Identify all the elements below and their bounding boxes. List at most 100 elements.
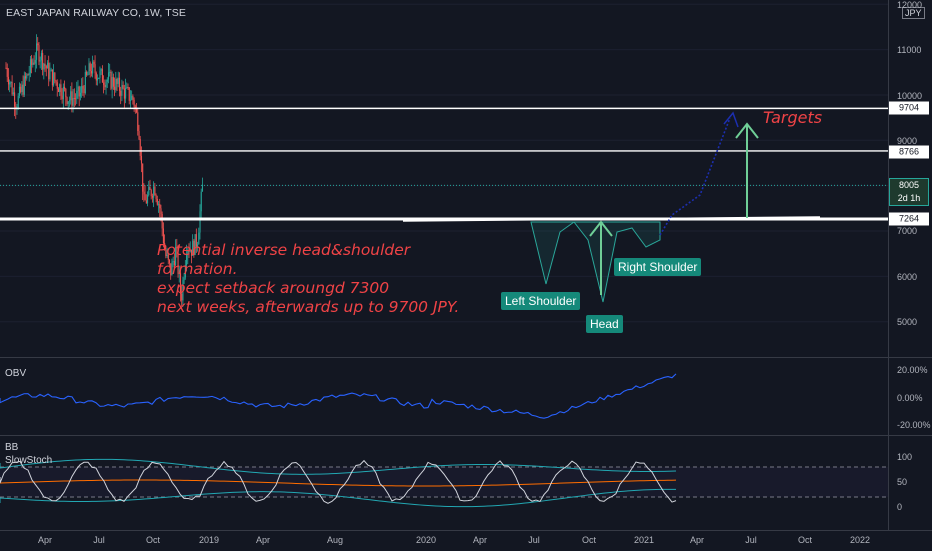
candle-body	[100, 69, 102, 72]
candle-body	[190, 249, 193, 256]
candle-body	[160, 208, 162, 214]
candle-body	[66, 97, 68, 104]
candle-body	[120, 90, 122, 96]
stoch-pane-label[interactable]: SlowStoch	[5, 455, 53, 466]
stoch-tick: 0	[897, 502, 903, 512]
symbol-title[interactable]: EAST JAPAN RAILWAY CO, 1W, TSE	[6, 7, 186, 19]
candle-body	[107, 72, 110, 80]
time-tick: Aug	[326, 535, 344, 545]
candle-body	[162, 228, 164, 244]
time-tick: Oct	[145, 535, 161, 545]
candle-body	[75, 98, 77, 100]
candle-body	[17, 95, 19, 109]
stoch-k-line	[0, 459, 677, 504]
candle-body	[106, 79, 108, 82]
candle-body	[87, 74, 89, 76]
candle-body	[92, 61, 94, 74]
candle-body	[28, 72, 30, 76]
candle-body	[166, 254, 168, 257]
candle-body	[89, 63, 91, 72]
candle-body	[165, 249, 167, 257]
candle-body	[126, 86, 128, 88]
candle-body	[142, 163, 144, 192]
price-scale[interactable]	[888, 0, 932, 530]
candle-body	[82, 85, 84, 89]
targets-label[interactable]: Targets	[763, 108, 823, 127]
candle-body	[27, 74, 29, 76]
analysis-note[interactable]: Potential inverse head&shoulder formatio…	[157, 241, 459, 317]
candle-body	[127, 86, 129, 88]
candle-body	[48, 62, 50, 80]
last-price-tag: 8005 2d 1h	[889, 178, 929, 206]
candle-body	[83, 88, 85, 94]
price-tick: 7000	[897, 226, 918, 236]
note-line: Potential inverse head&shoulder	[157, 241, 411, 259]
obv-pane-label[interactable]: OBV	[5, 368, 27, 379]
candle-body	[62, 86, 64, 100]
candle-body	[72, 98, 74, 106]
candle-body	[148, 186, 150, 196]
pane-separator-obv[interactable]	[0, 357, 932, 358]
candle-body	[20, 86, 22, 93]
candle-body	[179, 272, 182, 294]
candle-body	[43, 63, 45, 70]
target-measure-arrowhead	[735, 122, 759, 139]
candle-body	[192, 240, 194, 256]
candle-body	[136, 107, 138, 113]
candle-body	[156, 198, 158, 205]
candle-body	[159, 204, 161, 209]
candle-body	[158, 204, 160, 206]
stoch-band-fill	[0, 467, 888, 497]
obv-tick: 20.00%	[897, 365, 928, 375]
currency-badge[interactable]: JPY	[902, 7, 925, 19]
left-shoulder-label[interactable]: Left Shoulder	[501, 292, 581, 310]
candle-body	[110, 71, 112, 89]
time-axis[interactable]	[0, 530, 932, 551]
bb-lower-line	[0, 488, 677, 508]
candle-body	[186, 254, 188, 266]
candle-body	[5, 67, 7, 69]
note-line: formation.	[157, 260, 238, 278]
candle-body	[147, 195, 149, 204]
candle-body	[32, 62, 34, 65]
pattern-outline	[530, 221, 661, 303]
candle-body	[39, 60, 41, 62]
candle-body	[40, 53, 42, 61]
candle-body	[184, 265, 186, 278]
candle-body	[129, 99, 132, 101]
time-tick: Jul	[745, 535, 757, 545]
candle-body	[98, 77, 100, 79]
candle-body	[175, 246, 177, 266]
candle-body	[134, 106, 136, 108]
price-tick: 6000	[897, 272, 918, 282]
time-tick: 2021	[633, 535, 655, 545]
candle-body	[31, 59, 33, 65]
candle-body	[79, 92, 82, 97]
right-shoulder-label[interactable]: Right Shoulder	[614, 258, 702, 276]
candle-body	[125, 87, 127, 99]
candle-body	[10, 81, 12, 83]
candle-body	[70, 91, 72, 101]
obv-tick: 0.00%	[897, 393, 923, 403]
candle-body	[59, 84, 61, 93]
candle-body	[145, 200, 147, 204]
candle-body	[51, 69, 53, 86]
candle-body	[97, 78, 99, 81]
note-line: next weeks, afterwards up to 9700 JPY.	[157, 298, 460, 316]
candle-body	[133, 99, 135, 107]
bb-pane-label[interactable]: BB	[5, 442, 19, 453]
candle-body	[26, 74, 28, 79]
candle-body	[117, 77, 119, 84]
pane-separator-stoch[interactable]	[0, 435, 932, 436]
candle-body	[55, 80, 57, 83]
candle-body	[132, 95, 134, 100]
candle-body	[194, 234, 196, 255]
candle-body	[94, 64, 96, 74]
candle-body	[67, 101, 69, 104]
time-tick: Apr	[689, 535, 705, 545]
candle-body	[46, 62, 49, 69]
candle-body	[61, 95, 63, 100]
obv-tick: -20.00%	[897, 420, 931, 430]
head-label[interactable]: Head	[586, 315, 623, 333]
